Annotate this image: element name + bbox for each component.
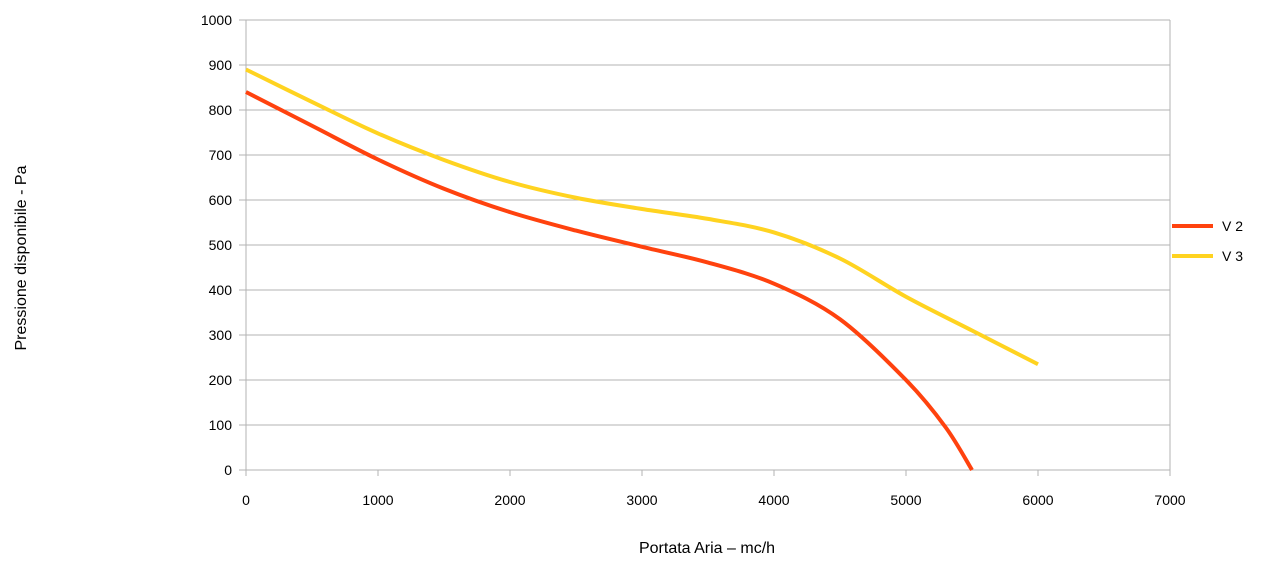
grid-lines bbox=[239, 19, 1170, 471]
series-line-v2 bbox=[245, 90, 974, 472]
y-tick-label: 600 bbox=[209, 192, 233, 208]
legend: V 2 V 3 bbox=[1172, 218, 1243, 264]
x-tick-label: 2000 bbox=[494, 492, 525, 508]
axes bbox=[245, 20, 1171, 476]
x-tick-label: 1000 bbox=[362, 492, 393, 508]
x-tick-label: 6000 bbox=[1022, 492, 1053, 508]
y-tick-label: 800 bbox=[209, 102, 233, 118]
y-tick-label: 0 bbox=[224, 462, 232, 478]
y-tick-label: 900 bbox=[209, 57, 233, 73]
y-tick-label: 700 bbox=[209, 147, 233, 163]
y-tick-label: 400 bbox=[209, 282, 233, 298]
y-tick-label: 300 bbox=[209, 327, 233, 343]
legend-label: V 3 bbox=[1222, 248, 1243, 264]
y-tick-label: 100 bbox=[209, 417, 233, 433]
series-lines bbox=[245, 67, 1039, 472]
y-tick-label: 1000 bbox=[201, 12, 232, 28]
y-tick-label: 200 bbox=[209, 372, 233, 388]
y-axis-title: Pressione disponibile - Pa bbox=[13, 165, 30, 350]
x-axis-title: Portata Aria – mc/h bbox=[639, 540, 775, 557]
x-tick-label: 3000 bbox=[626, 492, 657, 508]
x-tick-labels: 0 1000 2000 3000 4000 5000 6000 7000 bbox=[242, 492, 1186, 508]
series-line-v3 bbox=[245, 67, 1039, 367]
x-tick-label: 0 bbox=[242, 492, 250, 508]
x-tick-label: 5000 bbox=[890, 492, 921, 508]
y-tick-label: 500 bbox=[209, 237, 233, 253]
y-tick-labels: 0 100 200 300 400 500 600 700 800 900 1000 bbox=[201, 12, 232, 478]
legend-label: V 2 bbox=[1222, 218, 1243, 234]
x-tick-label: 7000 bbox=[1154, 492, 1185, 508]
x-tick-label: 4000 bbox=[758, 492, 789, 508]
